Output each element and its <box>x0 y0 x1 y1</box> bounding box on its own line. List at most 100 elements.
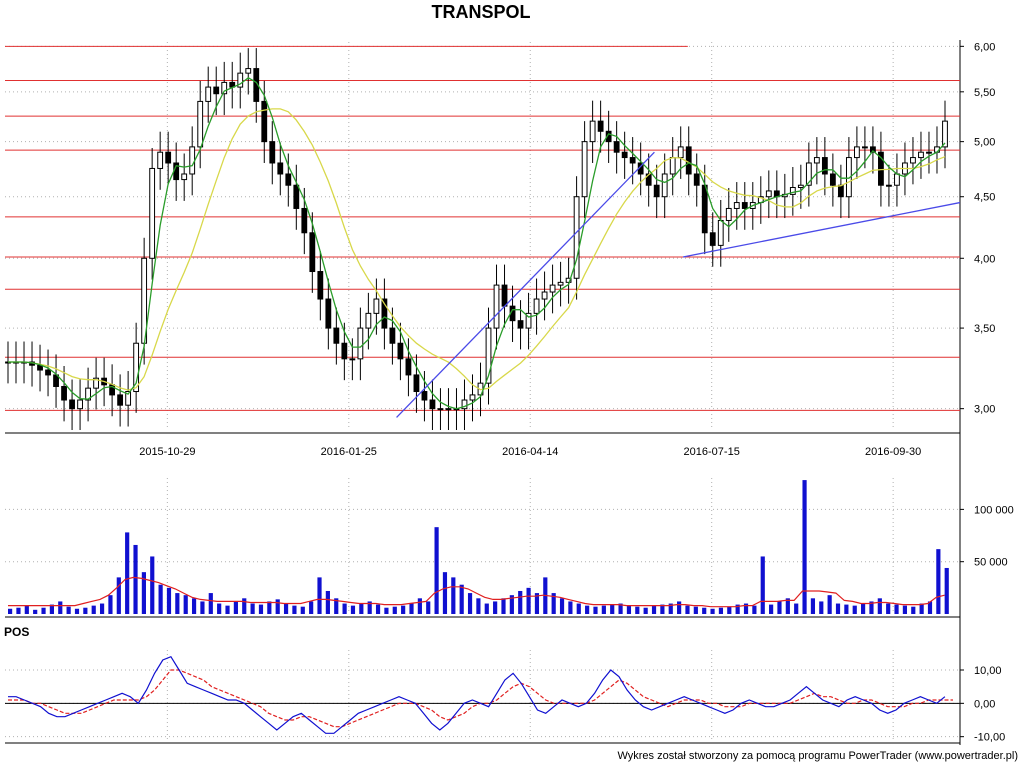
volume-bar <box>869 601 874 614</box>
price-tick-label: 4,00 <box>974 253 995 265</box>
volume-tick-label: 100 000 <box>974 504 1014 516</box>
candle-body <box>181 173 188 181</box>
volume-bar <box>200 601 205 614</box>
candle-body <box>397 342 404 360</box>
candle-body <box>437 408 444 411</box>
volume-bar <box>844 604 849 614</box>
volume-bar <box>601 605 606 614</box>
candle-body <box>333 327 340 344</box>
volume-bar <box>785 598 790 614</box>
candle-body <box>325 298 332 329</box>
volume-bar <box>911 606 916 614</box>
volume-bar <box>384 607 389 614</box>
volume-bar <box>735 604 740 614</box>
volume-bar <box>551 593 556 614</box>
candle-body <box>277 162 284 175</box>
volume-bar <box>16 607 21 614</box>
volume-bar <box>526 587 531 614</box>
candle-body <box>853 146 860 159</box>
candle-body <box>605 130 612 143</box>
candle-body <box>886 184 892 187</box>
volume-bar <box>769 604 774 614</box>
volume-bar <box>233 601 238 614</box>
volume-bar <box>718 607 724 614</box>
candle-body <box>77 399 83 410</box>
candle-body <box>341 342 348 360</box>
volume-bar <box>643 607 648 614</box>
candle-body <box>717 219 724 246</box>
volume-bar <box>166 587 172 614</box>
volume-bar <box>819 601 824 614</box>
volume-bar <box>777 601 782 614</box>
candle-body <box>597 120 604 132</box>
candle-body <box>405 358 412 376</box>
pos-tick-label: 0,00 <box>974 698 995 710</box>
chart-title: TRANSPOL <box>431 2 531 22</box>
candle-body <box>189 146 196 175</box>
candle-body <box>878 151 884 186</box>
pos-tick-label: 10,00 <box>974 665 1002 677</box>
candle-body <box>389 327 396 344</box>
candle-body <box>894 173 900 186</box>
candle-body <box>237 72 244 88</box>
candle-body <box>837 184 844 198</box>
candle-body <box>365 312 372 329</box>
candle-body <box>693 173 700 186</box>
candle-body <box>493 284 500 329</box>
volume-bar <box>668 603 673 614</box>
candle-body <box>269 141 276 164</box>
volume-bar <box>242 598 247 614</box>
volume-bar <box>217 603 222 614</box>
candle-body <box>461 399 468 410</box>
volume-bar <box>743 603 749 614</box>
volume-bar <box>484 603 489 614</box>
candle-body <box>205 86 212 102</box>
candle-body <box>357 327 364 360</box>
volume-bar <box>660 604 665 614</box>
volume-bar <box>568 601 573 614</box>
x-tick-label: 2016-07-15 <box>684 446 740 458</box>
volume-bar <box>49 604 54 614</box>
volume-bar <box>375 604 381 614</box>
candle-body <box>253 68 260 102</box>
candle-body <box>69 399 75 410</box>
volume-bar <box>250 603 255 614</box>
volume-bar <box>509 595 514 614</box>
candle-body <box>245 68 252 74</box>
volume-bar <box>208 593 213 614</box>
credit-text: Wykres został stworzony za pomocą progra… <box>617 750 1018 762</box>
volume-bar <box>125 532 130 614</box>
volume-bar <box>902 605 908 614</box>
volume-bar <box>401 605 406 614</box>
volume-bar <box>685 605 690 614</box>
candle-body <box>653 184 660 198</box>
candle-body <box>910 157 916 164</box>
volume-tick-label: 50 000 <box>974 557 1008 569</box>
volume-bar <box>635 606 640 614</box>
volume-bar <box>58 601 63 614</box>
candle-body <box>797 184 804 189</box>
volume-bar <box>727 606 732 614</box>
price-tick-label: 5,50 <box>974 87 995 99</box>
candle-body <box>261 100 268 143</box>
volume-bar <box>802 480 807 614</box>
volume-bar <box>618 603 623 614</box>
volume-bar <box>150 556 155 614</box>
trend-line <box>682 201 961 258</box>
volume-bar <box>426 601 431 614</box>
candle-body <box>621 151 628 159</box>
volume-bar <box>300 606 305 614</box>
candle-body <box>733 202 740 209</box>
volume-bar <box>585 605 590 614</box>
volume-bar <box>476 598 481 614</box>
volume-bar <box>894 604 899 614</box>
candle-body <box>485 327 492 384</box>
candle-body <box>429 399 436 410</box>
pos-tick-label: -10,00 <box>974 732 1005 744</box>
candle-body <box>685 146 692 175</box>
candle-body <box>61 385 67 401</box>
candle-body <box>133 342 140 393</box>
candle-body <box>589 120 596 143</box>
